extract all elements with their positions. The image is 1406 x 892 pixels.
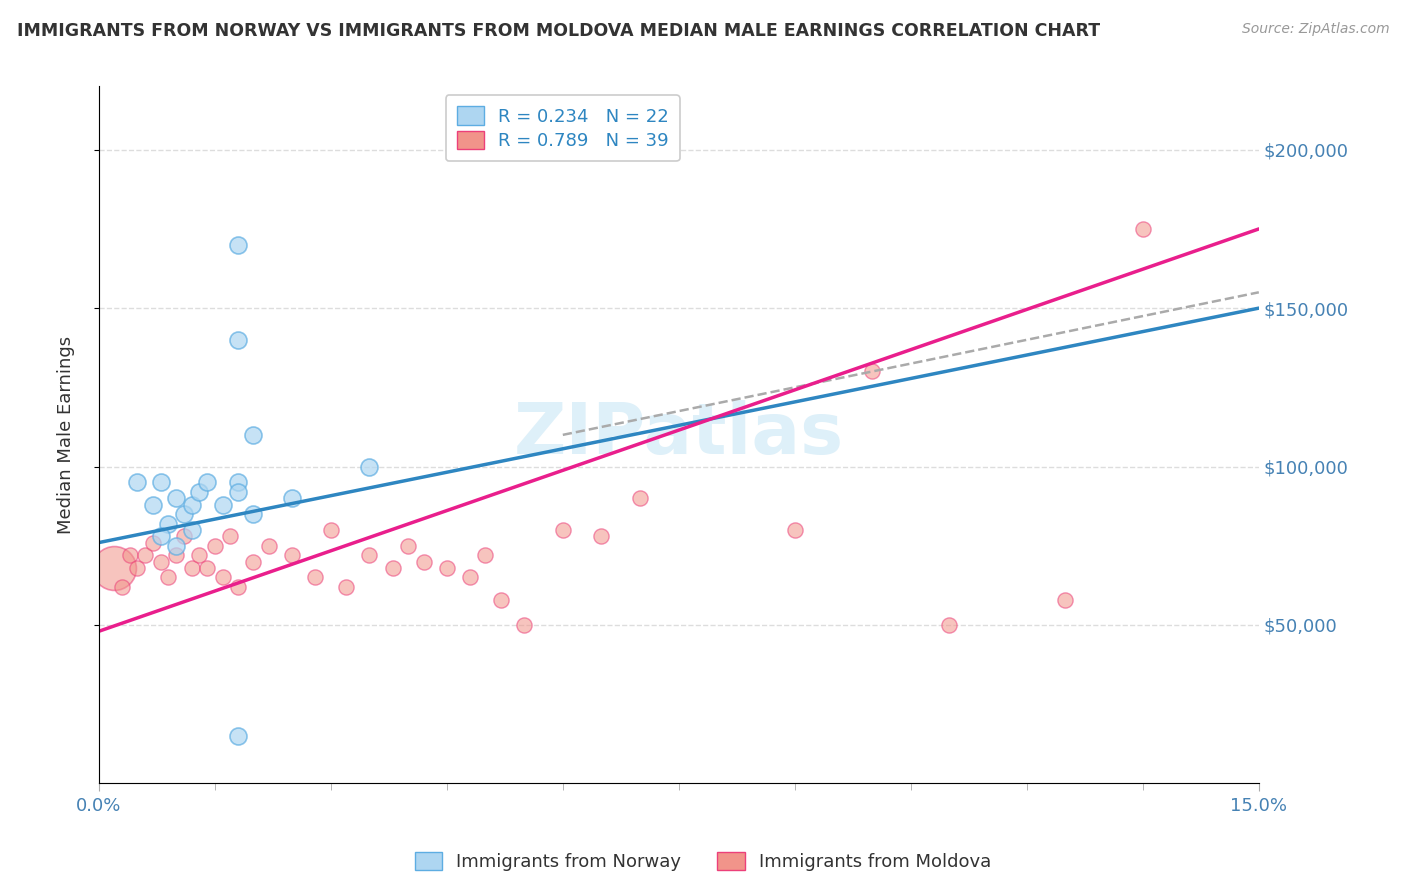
Point — [319, 523, 342, 537]
Point — [127, 475, 149, 490]
Point — [188, 484, 211, 499]
Legend: Immigrants from Norway, Immigrants from Moldova: Immigrants from Norway, Immigrants from … — [408, 845, 998, 879]
Point — [165, 491, 187, 506]
Point — [281, 491, 304, 506]
Point — [165, 539, 187, 553]
Point — [551, 523, 574, 537]
Point — [180, 561, 202, 575]
Point — [359, 548, 381, 562]
Point — [474, 548, 496, 562]
Point — [165, 548, 187, 562]
Point — [142, 498, 165, 512]
Point — [242, 507, 264, 521]
Text: Source: ZipAtlas.com: Source: ZipAtlas.com — [1241, 22, 1389, 37]
Point — [173, 507, 195, 521]
Point — [127, 561, 149, 575]
Point — [111, 580, 134, 594]
Point — [226, 580, 249, 594]
Point — [226, 237, 249, 252]
Point — [226, 484, 249, 499]
Point — [134, 548, 156, 562]
Point — [142, 535, 165, 549]
Point — [513, 618, 536, 632]
Point — [242, 428, 264, 442]
Point — [860, 364, 883, 378]
Point — [157, 570, 180, 584]
Point — [195, 475, 218, 490]
Point — [381, 561, 404, 575]
Point — [149, 529, 172, 543]
Point — [257, 539, 280, 553]
Point — [281, 548, 304, 562]
Point — [1132, 222, 1154, 236]
Point — [226, 729, 249, 743]
Point — [783, 523, 806, 537]
Point — [180, 498, 202, 512]
Point — [489, 592, 512, 607]
Point — [226, 475, 249, 490]
Point — [1054, 592, 1077, 607]
Point — [188, 548, 211, 562]
Point — [180, 523, 202, 537]
Point — [226, 333, 249, 347]
Point — [591, 529, 613, 543]
Point — [304, 570, 326, 584]
Point — [157, 516, 180, 531]
Point — [359, 459, 381, 474]
Point — [396, 539, 419, 553]
Point — [436, 561, 458, 575]
Point — [173, 529, 195, 543]
Point — [242, 555, 264, 569]
Point — [149, 475, 172, 490]
Point — [219, 529, 242, 543]
Point — [412, 555, 434, 569]
Point — [458, 570, 481, 584]
Point — [204, 539, 226, 553]
Text: IMMIGRANTS FROM NORWAY VS IMMIGRANTS FROM MOLDOVA MEDIAN MALE EARNINGS CORRELATI: IMMIGRANTS FROM NORWAY VS IMMIGRANTS FRO… — [17, 22, 1099, 40]
Point — [118, 548, 141, 562]
Y-axis label: Median Male Earnings: Median Male Earnings — [58, 335, 75, 534]
Point — [195, 561, 218, 575]
Point — [103, 561, 125, 575]
Legend: R = 0.234   N = 22, R = 0.789   N = 39: R = 0.234 N = 22, R = 0.789 N = 39 — [446, 95, 679, 161]
Point — [211, 498, 233, 512]
Point — [938, 618, 960, 632]
Point — [628, 491, 651, 506]
Text: ZIPatlas: ZIPatlas — [513, 401, 844, 469]
Point — [335, 580, 357, 594]
Point — [211, 570, 233, 584]
Point — [149, 555, 172, 569]
